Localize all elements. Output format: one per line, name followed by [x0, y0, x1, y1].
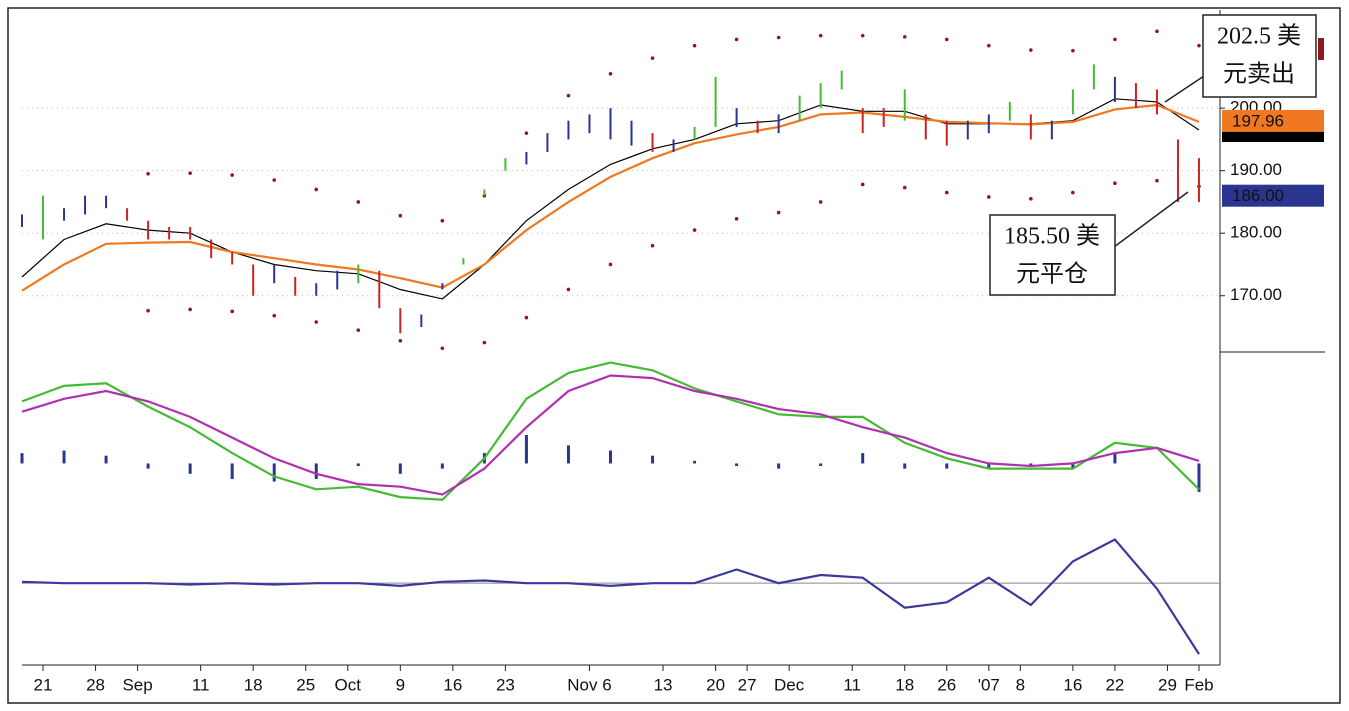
band-dot [566, 287, 571, 292]
price-tag-label: 197.96 [1232, 111, 1284, 130]
band-dot [272, 178, 277, 182]
x-tick-label: 29 [1158, 675, 1177, 694]
annotation-text: 202.5 美 [1217, 23, 1301, 50]
band-dot [440, 218, 445, 223]
x-tick-label: Oct [335, 675, 362, 694]
band-dot [650, 56, 655, 60]
band-dot [776, 210, 781, 215]
band-dot [566, 93, 571, 98]
x-tick-label: 16 [1063, 675, 1082, 694]
x-tick-label: 18 [895, 675, 914, 694]
x-tick-label: 22 [1105, 675, 1124, 694]
frame [7, 7, 1341, 704]
band-dot [1155, 29, 1159, 34]
price-tag [1222, 109, 1324, 132]
x-tick-label: '07 [978, 675, 1000, 694]
band-dot [734, 37, 739, 42]
band-dot [440, 346, 445, 351]
band-dot [987, 195, 991, 199]
band-dot [902, 35, 907, 39]
annotation: 202.5 美 元卖出 [1164, 14, 1317, 103]
series-line [21, 103, 1200, 292]
band-dot [860, 33, 865, 38]
band-dot [524, 315, 529, 320]
band-dot [398, 213, 403, 218]
band-dot [1029, 197, 1033, 201]
band-dot [818, 200, 823, 204]
y-tick-label: 170.00 [1230, 285, 1282, 304]
x-tick-label: 20 [706, 675, 725, 694]
annotation-text: 元平仓 [1016, 261, 1088, 288]
x-tick-label: Nov 6 [567, 675, 611, 694]
band-dot [314, 187, 319, 192]
x-tick-label: 27 [738, 675, 757, 694]
band-dot [902, 185, 907, 190]
band-dot [356, 200, 361, 204]
band-dot [608, 71, 613, 76]
band-dot [987, 43, 991, 48]
series-line [21, 361, 1200, 501]
band-dot [776, 35, 781, 40]
price-tag-label: 186.00 [1232, 186, 1284, 205]
x-tick-label: 26 [937, 675, 956, 694]
series-line [21, 538, 1200, 655]
band-dot [1071, 48, 1075, 53]
band-dot [1113, 37, 1117, 42]
x-tick-label: 8 [1016, 675, 1025, 694]
band-dot [650, 243, 655, 248]
x-tick-label: 11 [192, 675, 210, 694]
x-tick-label: 9 [396, 675, 405, 694]
band-dot [188, 307, 192, 312]
annotation-box [989, 214, 1116, 296]
band-dot [692, 228, 697, 232]
x-tick-label: Feb [1184, 675, 1213, 694]
band-dot [944, 190, 949, 195]
band-dot [230, 309, 234, 314]
x-tick-label: 11 [843, 675, 861, 694]
band-dot [482, 340, 487, 345]
band-dot [608, 262, 613, 267]
annotation-text: 185.50 美 [1004, 223, 1100, 250]
price-tag [1222, 184, 1324, 207]
band-dot [818, 33, 823, 38]
band-dot [272, 313, 277, 318]
annotation-text: 元卖出 [1223, 61, 1295, 88]
band-dot [524, 131, 529, 135]
x-tick-label: 13 [654, 675, 673, 694]
band-dot [1071, 190, 1075, 195]
pointer [1109, 191, 1189, 251]
annotation-box [1202, 14, 1317, 98]
band-dot [860, 182, 865, 187]
band-dot [1197, 43, 1201, 48]
x-tick-label: Sep [122, 675, 152, 694]
marker [1318, 38, 1324, 60]
band-dot [692, 43, 697, 48]
band-dot [188, 171, 192, 175]
band-dot [1155, 178, 1159, 183]
band-dot [356, 328, 361, 332]
band-dot [1029, 48, 1033, 52]
band-dot [314, 320, 319, 324]
x-tick-label: 28 [86, 675, 105, 694]
x-tick-label: 23 [496, 675, 515, 694]
x-tick-label: Dec [774, 675, 805, 694]
band-dot [398, 338, 403, 343]
band-dot [230, 173, 234, 177]
y-tick-label: 190.00 [1230, 160, 1282, 179]
x-tick-label: 21 [34, 675, 53, 694]
band-dot [146, 308, 150, 313]
y-tick-label: 180.00 [1230, 223, 1282, 242]
x-tick-label: 18 [244, 675, 263, 694]
band-dot [146, 172, 150, 176]
band-dot [944, 37, 949, 42]
band-dot [734, 217, 739, 221]
series-line [21, 374, 1200, 496]
x-tick-label: 25 [296, 675, 315, 694]
annotation: 185.50 美 元平仓 [989, 191, 1189, 296]
x-tick-label: 16 [443, 675, 462, 694]
band-dot [1113, 181, 1117, 185]
